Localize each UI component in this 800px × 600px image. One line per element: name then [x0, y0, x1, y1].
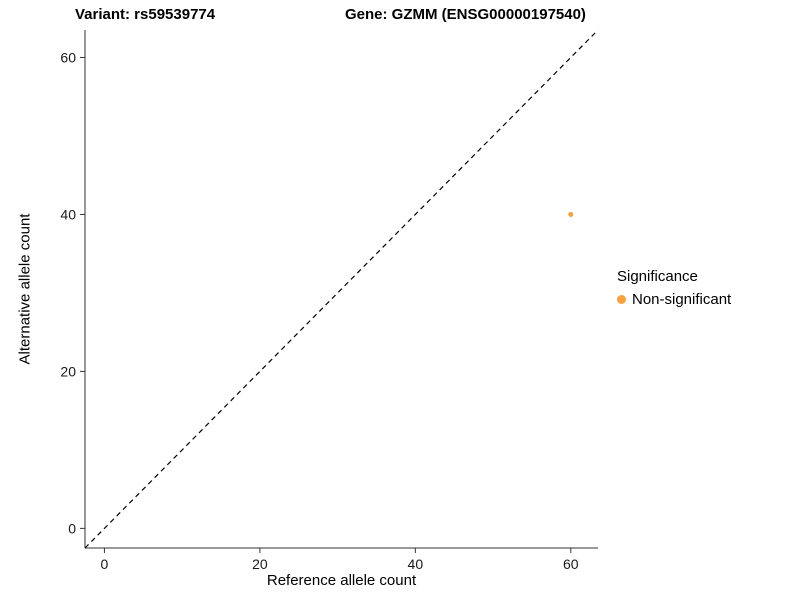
x-tick-label: 20	[252, 556, 268, 572]
legend-title: Significance	[617, 268, 698, 285]
y-tick-label: 20	[60, 363, 76, 379]
x-tick-label: 60	[563, 556, 579, 572]
y-tick-label: 40	[60, 206, 76, 222]
identity-line	[84, 29, 599, 549]
legend-label: Non-significant	[632, 291, 732, 308]
x-tick-label: 0	[101, 556, 109, 572]
legend-item: Non-significant	[617, 291, 731, 308]
legend-dot-icon	[617, 295, 626, 304]
y-tick-label: 60	[60, 49, 76, 65]
data-point	[568, 211, 574, 217]
y-tick-label: 0	[68, 520, 76, 536]
gene-title: Gene: GZMM (ENSG00000197540)	[345, 6, 586, 23]
legend-items: Non-significant	[617, 291, 731, 308]
x-axis-label: Reference allele count	[266, 572, 417, 589]
variant-title: Variant: rs59539774	[75, 6, 216, 23]
legend: Significance Non-significant	[617, 268, 731, 308]
x-tick-label: 40	[408, 556, 424, 572]
